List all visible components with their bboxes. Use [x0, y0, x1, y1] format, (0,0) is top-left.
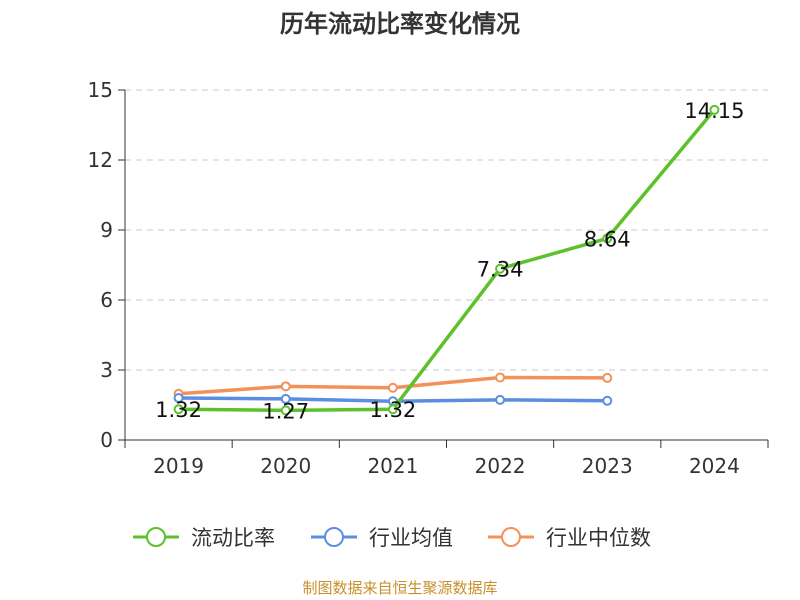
data-point: [495, 394, 506, 405]
legend-marker: [501, 527, 521, 547]
data-point: [387, 382, 398, 393]
legend-item[interactable]: 流动比率: [133, 526, 275, 550]
data-point: [173, 393, 184, 403]
data-point: [495, 372, 506, 383]
data-label: 1.32: [370, 398, 417, 422]
data-point: [173, 404, 184, 415]
data-label: 1.32: [155, 398, 202, 422]
x-tick-label: 2022: [475, 454, 526, 478]
y-tick-label: 12: [88, 148, 113, 172]
legend-marker: [146, 527, 166, 547]
data-point: [495, 263, 506, 274]
y-tick-label: 6: [100, 288, 113, 312]
legend-item[interactable]: 行业中位数: [488, 526, 651, 550]
data-label: 7.34: [477, 258, 524, 282]
data-label: 8.64: [584, 227, 631, 251]
y-tick-label: 0: [100, 428, 113, 452]
y-tick-label: 3: [100, 358, 113, 382]
data-point: [709, 104, 720, 115]
source-footer: 制图数据来自恒生聚源数据库: [302, 579, 498, 597]
legend-item[interactable]: 行业均值: [311, 526, 453, 550]
data-labels: 1.32 1.27 1.32 7.34 8.64 14.15: [155, 99, 744, 424]
data-point: [602, 372, 613, 383]
legend-marker: [324, 527, 344, 547]
series-group: [173, 104, 720, 416]
data-point: [280, 393, 291, 404]
legend-label: 流动比率: [191, 526, 275, 550]
chart-title: 历年流动比率变化情况: [280, 10, 520, 38]
data-point: [387, 404, 398, 415]
grid-lines: [125, 89, 768, 371]
x-tick-label: 2021: [367, 454, 418, 478]
y-tick-label: 15: [88, 78, 113, 102]
x-tick-label: 2024: [689, 454, 740, 478]
axes: 0 3 6 9 12 15 2019 2020 2021 2022 2023 2024: [88, 78, 769, 478]
legend[interactable]: 流动比率 行业均值 行业中位数: [133, 526, 651, 550]
legend-label: 行业中位数: [546, 526, 651, 550]
data-point: [280, 405, 291, 416]
series-line: [176, 108, 717, 413]
x-tick-label: 2023: [582, 454, 633, 478]
data-label: 14.15: [684, 99, 744, 123]
data-point: [280, 381, 291, 392]
legend-label: 行业均值: [369, 526, 453, 550]
x-tick-label: 2020: [260, 454, 311, 478]
y-tick-label: 9: [100, 218, 113, 242]
data-point: [602, 233, 613, 244]
x-tick-label: 2019: [153, 454, 204, 478]
data-point: [602, 395, 613, 406]
data-label: 1.27: [262, 399, 309, 423]
